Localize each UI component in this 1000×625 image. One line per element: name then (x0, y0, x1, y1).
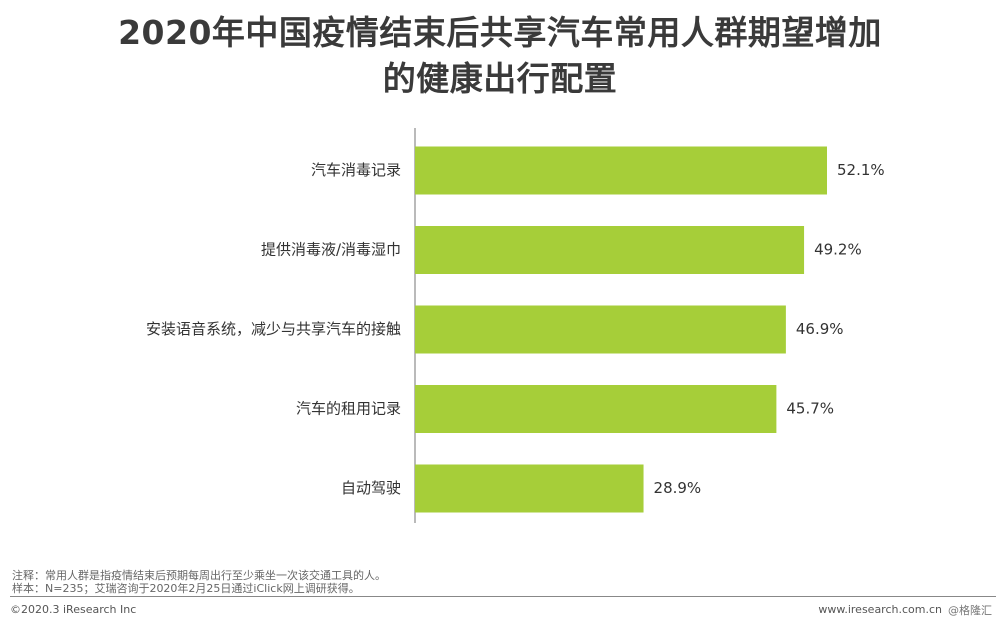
chart-title: 2020年中国疫情结束后共享汽车常用人群期望增加 的健康出行配置 (0, 10, 1000, 102)
watermark-text: @格隆汇 (948, 604, 992, 617)
value-label-3: 45.7% (786, 400, 834, 418)
chart-note: 注释：常用人群是指疫情结束后预期每周出行至少乘坐一次该交通工具的人。 (12, 569, 386, 582)
bars-group: 汽车消毒记录 52.1% 提供消毒液/消毒湿巾 49.2% 安装语音系统，减少与共享汽车… (146, 146, 885, 513)
bar-0 (415, 146, 827, 195)
bar-chart: 汽车消毒记录 52.1% 提供消毒液/消毒湿巾 49.2% 安装语音系统，减少与共享汽车… (146, 128, 885, 523)
footer-divider (10, 596, 996, 597)
copyright-text: ©2020.3 iResearch Inc (10, 603, 137, 616)
category-label-1: 提供消毒液/消毒湿巾 (261, 241, 401, 259)
website-link[interactable]: www.iresearch.com.cn (818, 603, 942, 616)
value-label-2: 46.9% (796, 320, 844, 338)
chart-title-line-1: 2020年中国疫情结束后共享汽车常用人群期望增加 (118, 13, 882, 52)
bar-2 (415, 305, 786, 354)
bar-4 (415, 464, 644, 513)
category-label-3: 汽车的租用记录 (296, 400, 401, 418)
chart-title-line-2: 的健康出行配置 (382, 59, 618, 98)
bar-1 (415, 226, 805, 274)
category-label-4: 自动驾驶 (341, 479, 401, 497)
category-label-2: 安装语音系统，减少与共享汽车的接触 (146, 320, 401, 338)
sample-note: 样本：N=235；艾瑞咨询于2020年2月25日通过iClick网上调研获得。 (12, 582, 360, 595)
bar-3 (415, 385, 777, 433)
value-label-0: 52.1% (837, 161, 885, 179)
value-label-1: 49.2% (814, 241, 862, 259)
value-label-4: 28.9% (654, 479, 702, 497)
category-label-0: 汽车消毒记录 (311, 161, 401, 179)
